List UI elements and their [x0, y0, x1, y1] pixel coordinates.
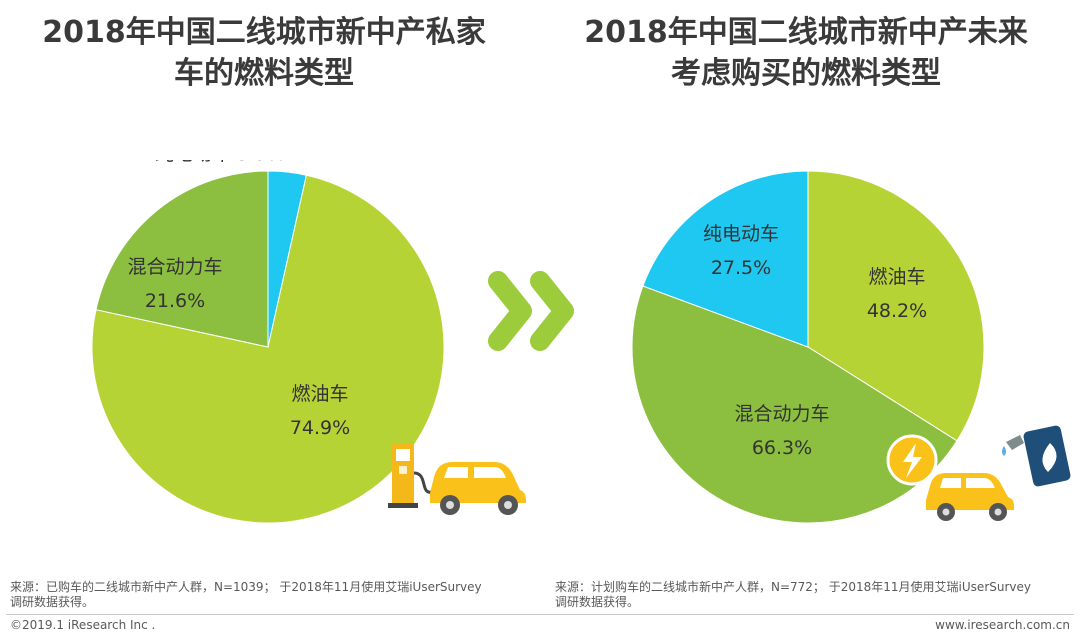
- pie-label-name: 燃油车: [868, 266, 925, 288]
- right-source-note: 来源：计划购车的二线城市新中产人群，N=772； 于2018年11月使用艾瑞iU…: [555, 580, 1035, 610]
- pie-label-value: 74.9%: [290, 417, 350, 439]
- pie-label-name-value: 纯电动车 3.5%: [155, 160, 285, 165]
- left-chart-title-line1: 2018年中国二线城市新中产私家: [42, 15, 486, 50]
- right-chart-title: 2018年中国二线城市新中产未来 考虑购买的燃料类型: [556, 12, 1056, 94]
- right-source-line1: 来源：计划购车的二线城市新中产人群，N=772； 于2018年11月使用艾瑞iU…: [555, 580, 1031, 594]
- pie-label-name: 混合动力车: [127, 256, 222, 278]
- right-pie: 燃油车 48.2% 混合动力车 66.3% 纯电动车 27.5%: [631, 170, 985, 524]
- pie-slice-right-2: [642, 170, 809, 348]
- pie-label-name: 燃油车: [291, 383, 348, 405]
- pie-label-value: 66.3%: [752, 437, 812, 459]
- pie-label-value: 21.6%: [145, 290, 205, 312]
- pie-slice-right-0: [807, 170, 985, 442]
- copyright-text: ©2019.1 iResearch Inc .: [10, 618, 156, 632]
- pie-slice-left-1: [95, 170, 269, 348]
- pie-label-name: 纯电动车: [703, 223, 779, 245]
- car-icon-right: [926, 473, 1014, 521]
- right-chart-title-line2: 考虑购买的燃料类型: [671, 56, 941, 91]
- fuel-can-icon: [1002, 425, 1071, 487]
- pie-slice-right-1: [631, 285, 958, 524]
- right-chart-title-line1: 2018年中国二线城市新中产未来: [584, 15, 1028, 50]
- website-link[interactable]: www.iresearch.com.cn: [935, 618, 1070, 632]
- footer-divider: [6, 614, 1074, 615]
- left-source-line2: 调研数据获得。: [10, 595, 95, 609]
- charging-station-icon: [388, 443, 433, 508]
- pie-label-name: 混合动力车: [734, 403, 829, 425]
- left-source-note: 来源：已购车的二线城市新中产人群，N=1039； 于2018年11月使用艾瑞iU…: [10, 580, 490, 610]
- left-pie: 燃油车 74.9% 混合动力车 21.6% 纯电动车 3.5%: [91, 160, 445, 524]
- lightning-icon: [886, 434, 938, 486]
- pie-label-value: 48.2%: [867, 300, 927, 322]
- double-chevron-icon: [488, 271, 574, 351]
- right-source-line2: 调研数据获得。: [555, 595, 640, 609]
- left-chart-title: 2018年中国二线城市新中产私家 车的燃料类型: [14, 12, 514, 94]
- pie-label-value: 27.5%: [711, 257, 771, 279]
- left-chart-title-line2: 车的燃料类型: [174, 56, 354, 91]
- left-source-line1: 来源：已购车的二线城市新中产人群，N=1039； 于2018年11月使用艾瑞iU…: [10, 580, 482, 594]
- pie-charts-canvas: 燃油车 74.9% 混合动力车 21.6% 纯电动车 3.5% 燃油车 48.2% 混合动力…: [91, 160, 1071, 524]
- car-icon: [430, 462, 526, 515]
- pie-slice-left-0: [91, 174, 445, 524]
